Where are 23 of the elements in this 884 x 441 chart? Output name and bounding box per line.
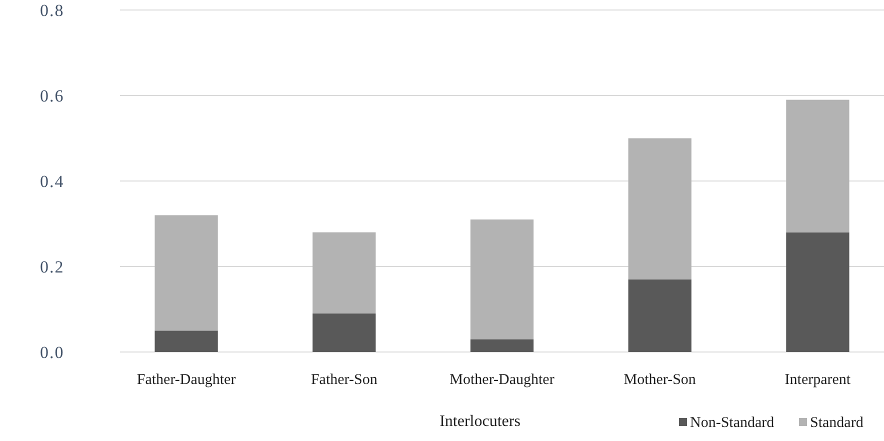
y-tick-label: 0.0: [40, 342, 64, 362]
bar: [470, 339, 534, 352]
x-axis-title: Interlocuters: [440, 413, 520, 430]
y-tick-label: 0.2: [40, 257, 64, 276]
y-tick-label: 0.6: [40, 86, 64, 106]
x-tick-label: Mother-Daughter: [450, 372, 554, 388]
y-tick-label: 0.4: [40, 172, 64, 191]
bar: [628, 279, 692, 352]
x-tick-label: Father-Daughter: [136, 372, 236, 388]
x-tick-label: Father-Son: [310, 372, 378, 388]
bar: [786, 232, 850, 352]
bar: [154, 215, 218, 331]
bar: [154, 330, 218, 352]
bar: [312, 314, 376, 352]
bar: [786, 100, 850, 232]
bar: [312, 232, 376, 314]
x-tick-label: Interparent: [784, 372, 852, 388]
legend-label: Non-Standard: [690, 415, 775, 431]
bar: [470, 219, 534, 340]
legend-label: Standard: [810, 415, 864, 431]
x-tick-label: Mother-Son: [624, 372, 696, 388]
bar: [628, 138, 692, 280]
y-tick-label: 0.8: [40, 0, 64, 20]
